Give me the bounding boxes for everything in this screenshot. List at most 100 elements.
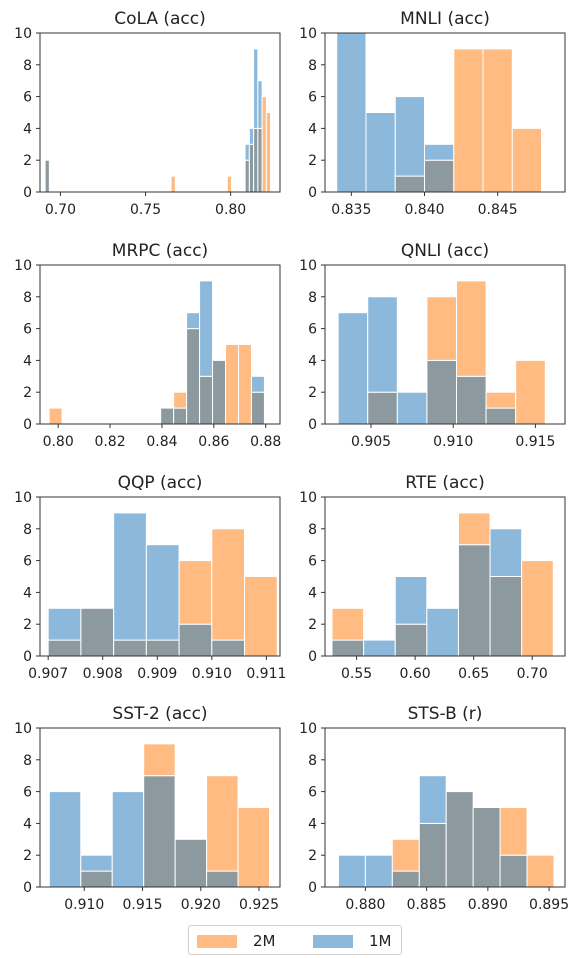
- subplot-title: MRPC (acc): [112, 241, 208, 261]
- bar-overlap: [145, 639, 180, 657]
- bar-1m: [257, 80, 263, 129]
- y-tick-label: 2: [308, 848, 317, 864]
- bar-overlap: [445, 791, 474, 888]
- y-tick-label: 8: [23, 290, 32, 306]
- bar-2m: [237, 344, 252, 425]
- legend-swatch-1m: [313, 935, 353, 948]
- bar-1m: [394, 576, 428, 625]
- bar-overlap: [424, 159, 455, 193]
- y-tick-label: 2: [23, 385, 32, 401]
- bar-1m: [367, 296, 398, 393]
- subplot-title: RTE (acc): [405, 473, 484, 493]
- plot-frame: [39, 32, 281, 193]
- y-tick-label: 2: [23, 848, 32, 864]
- y-tick-label: 4: [308, 585, 317, 601]
- y-tick-label: 6: [23, 785, 32, 801]
- bar-overlap: [394, 623, 428, 657]
- bar-overlap: [253, 127, 259, 193]
- legend-label-2m: 2M: [253, 932, 276, 950]
- x-tick-label: 0.60: [400, 666, 431, 682]
- bar-2m: [457, 512, 491, 546]
- bar-1m: [336, 32, 367, 193]
- x-tick-label: 0.910: [192, 666, 232, 682]
- y-tick-label: 4: [308, 816, 317, 832]
- bar-1m: [244, 143, 250, 161]
- y-tick-label: 8: [308, 290, 317, 306]
- y-tick-label: 10: [14, 490, 32, 506]
- bar-2m: [265, 112, 272, 193]
- bar-2m: [48, 407, 63, 425]
- x-tick-label: 0.75: [130, 202, 161, 218]
- y-tick-label: 6: [308, 90, 317, 106]
- x-tick-label: 0.908: [83, 666, 123, 682]
- bar-overlap: [211, 639, 246, 657]
- bar-2m: [511, 127, 543, 193]
- x-tick-label: 0.915: [122, 897, 162, 913]
- subplot-sst-2-acc: SST-2 (acc) 0 2 4 6 8 10 0.910 0.915 0.920 0.925: [14, 704, 281, 913]
- y-tick-label: 8: [23, 58, 32, 74]
- x-tick-label: 0.911: [246, 666, 286, 682]
- subplot-qnli-acc: QNLI (acc) 0 2 4 6 8 10 0.905 0.910 0.915: [299, 241, 566, 450]
- subplot-sts-b-r: STS-B (r) 0 2 4 6 8 10 0.880 0.885 0.890 0.895: [299, 704, 569, 913]
- bar-1m: [426, 607, 459, 657]
- x-tick-label: 0.880: [345, 897, 385, 913]
- x-tick-label: 0.80: [215, 202, 246, 218]
- y-tick-label: 10: [299, 490, 317, 506]
- bar-overlap: [44, 159, 50, 193]
- bar-overlap: [206, 870, 239, 888]
- x-tick-label: 0.910: [433, 434, 473, 450]
- plot-frame: [39, 727, 281, 888]
- x-tick-label: 0.907: [28, 666, 68, 682]
- y-tick-label: 0: [23, 185, 32, 201]
- bar-1m: [250, 375, 265, 393]
- bar-overlap: [457, 544, 491, 657]
- bar-2m: [453, 48, 484, 193]
- x-tick-label: 0.895: [529, 897, 569, 913]
- y-tick-label: 4: [23, 816, 32, 832]
- x-tick-label: 0.885: [407, 897, 447, 913]
- y-tick-label: 6: [23, 322, 32, 338]
- bar-2m: [331, 607, 365, 641]
- y-tick-label: 0: [308, 649, 317, 665]
- bar-overlap: [472, 807, 501, 888]
- bar-overlap: [244, 159, 250, 193]
- subplot-title: QQP (acc): [118, 473, 203, 493]
- bar-2m: [244, 576, 278, 657]
- x-tick-label: 0.890: [468, 897, 508, 913]
- y-tick-label: 6: [308, 785, 317, 801]
- bar-2m: [526, 854, 555, 888]
- y-tick-label: 0: [23, 417, 32, 433]
- plot-frame: [324, 496, 566, 657]
- y-tick-label: 0: [308, 185, 317, 201]
- x-tick-label: 0.70: [517, 666, 548, 682]
- bar-overlap: [489, 576, 523, 657]
- subplot-title: QNLI (acc): [401, 241, 489, 261]
- y-tick-label: 4: [23, 585, 32, 601]
- bar-2m: [173, 391, 188, 409]
- subplot-qqp-acc: QQP (acc) 0 2 4 6 8 10 0.907 0.908 0.909 0.910 0.91…: [14, 473, 286, 682]
- bar-overlap: [391, 870, 420, 888]
- bar-overlap: [248, 143, 255, 193]
- bar-overlap: [367, 391, 398, 425]
- legend-swatch-2m: [197, 935, 237, 948]
- bar-overlap: [178, 623, 213, 657]
- y-tick-label: 8: [23, 522, 32, 538]
- bar-2m: [143, 743, 176, 777]
- bar-overlap: [499, 854, 528, 888]
- x-tick-label: 0.835: [331, 202, 371, 218]
- bar-1m: [145, 544, 180, 641]
- y-tick-label: 6: [308, 322, 317, 338]
- y-tick-label: 0: [23, 649, 32, 665]
- bar-overlap: [331, 639, 365, 657]
- bar-1m: [186, 312, 201, 330]
- x-tick-label: 0.86: [198, 434, 229, 450]
- x-tick-label: 0.905: [351, 434, 391, 450]
- x-tick-label: 0.845: [478, 202, 518, 218]
- bar-2m: [521, 560, 554, 657]
- bar-1m: [394, 96, 426, 177]
- histogram-grid: CoLA (acc) 0 2 4 6 8 10 0.70 0.75 0.80 MNLI (acc) 0…: [14, 9, 569, 913]
- bar-2m: [170, 175, 176, 193]
- bar-1m: [47, 607, 82, 641]
- y-tick-label: 4: [23, 353, 32, 369]
- y-tick-label: 6: [23, 90, 32, 106]
